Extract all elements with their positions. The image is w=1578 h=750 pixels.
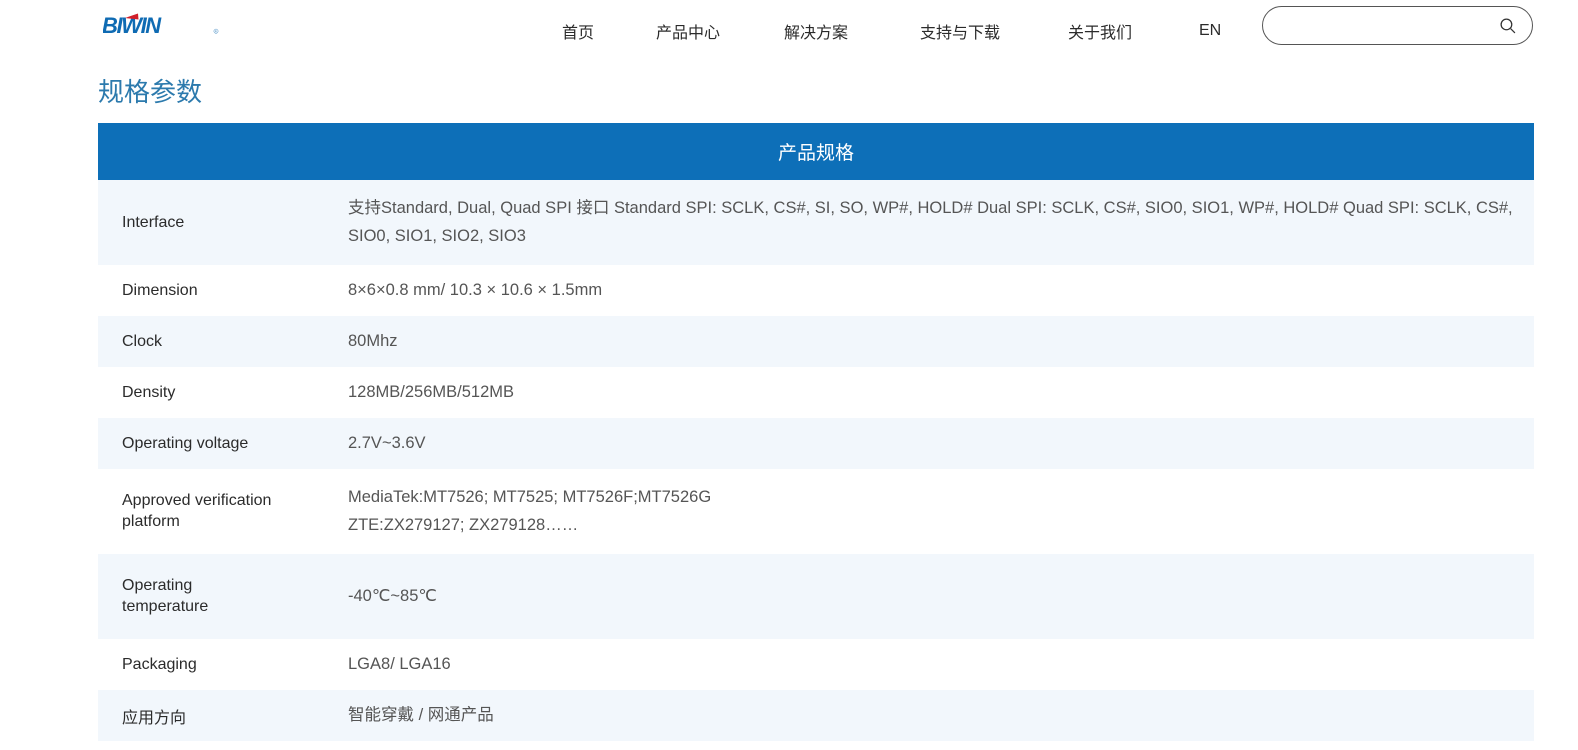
svg-text:R: R bbox=[215, 29, 217, 33]
